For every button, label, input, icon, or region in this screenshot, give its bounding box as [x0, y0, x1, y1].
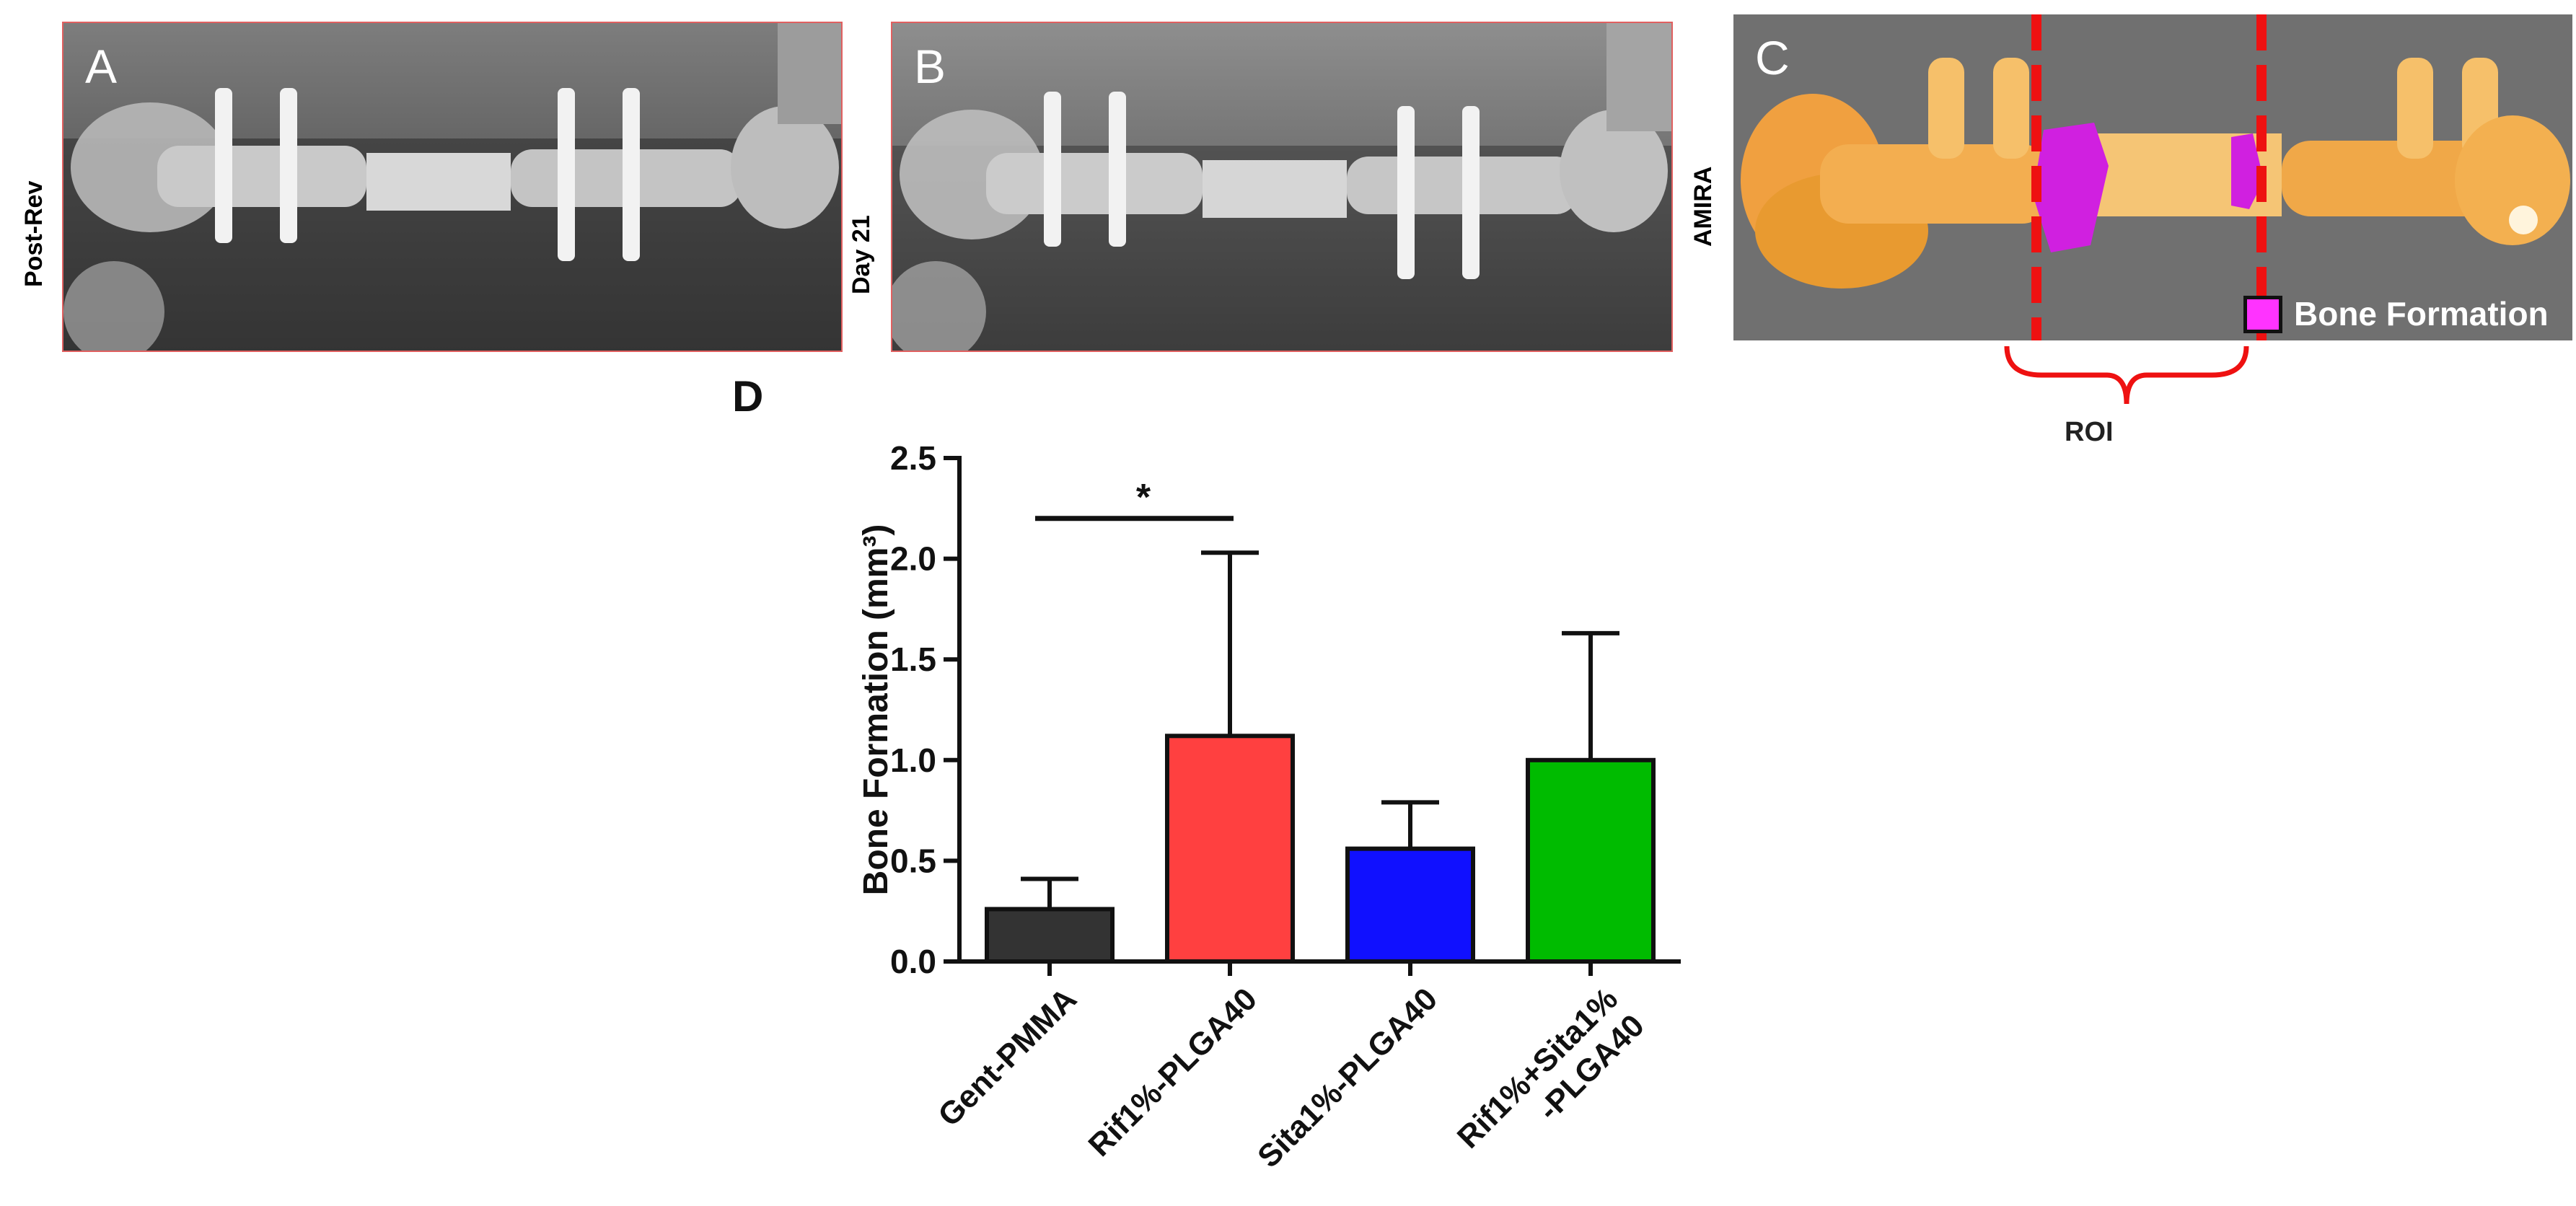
- x-tick-label: Sita1%-PLGA40: [1251, 981, 1444, 1174]
- bone-formation-legend-label: Bone Formation: [2294, 295, 2549, 333]
- bone-formation-bar-chart: 0.0 0.5 1.0 1.5 2.0 2.5 Bone Formation (mm³) Ge…: [857, 439, 1681, 1181]
- xray-panel-day-21: B: [891, 22, 1673, 352]
- panel-letter-d: D: [732, 372, 764, 421]
- y-tick-label: 0.5: [890, 842, 936, 879]
- bone-formation-legend-swatch: [2243, 296, 2282, 333]
- significance-star: *: [1136, 477, 1151, 519]
- bar: [985, 907, 1115, 964]
- amira-3d-panel: C: [1733, 14, 2572, 340]
- y-tick-label: 1.0: [890, 741, 936, 779]
- panel-a-side-label: Post-Rev: [20, 180, 48, 287]
- roi-label: ROI: [2065, 417, 2114, 447]
- bar: [1165, 734, 1295, 964]
- amira-reconstruction-image: [1741, 14, 2570, 340]
- xray-image-b: [892, 23, 1671, 351]
- bar: [1345, 846, 1475, 964]
- xray-image-a: [63, 23, 841, 351]
- y-tick-label: 1.5: [890, 641, 936, 678]
- bar: [1526, 757, 1656, 964]
- y-axis-label: Bone Formation (mm³): [857, 524, 895, 896]
- y-tick-label: 0.0: [890, 943, 936, 980]
- panel-letter-c: C: [1755, 31, 1790, 84]
- panel-c-side-label: AMIRA: [1689, 166, 1717, 247]
- panel-letter-a: A: [85, 40, 118, 93]
- panel-letter-b: B: [914, 40, 946, 93]
- x-tick-label: Rif1%+Sita1%-PLGA40: [1451, 981, 1651, 1181]
- xray-panel-post-rev: A: [62, 22, 843, 352]
- x-tick-label: Rif1%-PLGA40: [1082, 981, 1264, 1163]
- y-tick-label: 2.5: [890, 439, 936, 477]
- y-tick-label: 2.0: [890, 540, 936, 578]
- x-tick-label: Gent-PMMA: [931, 981, 1083, 1133]
- panel-b-side-label: Day 21: [848, 215, 875, 294]
- roi-bracket: [2004, 346, 2249, 405]
